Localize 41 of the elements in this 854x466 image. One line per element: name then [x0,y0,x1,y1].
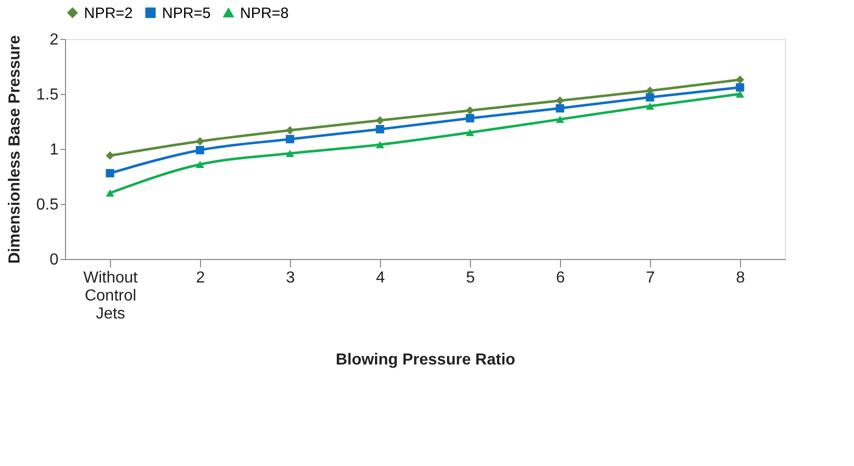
point [286,150,294,158]
y-tick-label: 1.5 [36,86,59,104]
point [106,151,114,160]
y-tick-label: 1 [50,142,59,158]
point [196,137,204,146]
x-tick-label: 7 [646,270,656,286]
x-tick-label: 4 [376,270,386,286]
y-axis-title: Dimensionless Base Pressure [6,35,24,264]
point [376,125,384,134]
legend-label: NPR=5 [162,4,211,22]
point [466,128,474,136]
point [106,189,114,197]
x-axis-title: Blowing Pressure Ratio [336,352,516,368]
y-tick-label: 0 [50,252,59,268]
point [556,104,564,112]
point [736,76,744,84]
point [376,140,384,148]
x-tick-label: 5 [466,270,476,286]
point [286,126,294,134]
point [556,116,564,123]
point [556,96,564,105]
point [196,146,204,154]
legend-label: NPR=2 [84,4,133,22]
legend-label: NPR=8 [240,4,289,22]
x-tick-label: 6 [556,270,566,286]
y-tick-label: 0.5 [36,196,59,214]
y-tick-label: 2 [50,32,59,48]
x-tick-label: 3 [286,270,296,286]
x-tick-label: Without Control Jets [83,270,138,322]
point [736,83,744,92]
point [106,169,114,178]
point [466,114,474,122]
point [286,134,294,144]
x-tick-label: 2 [196,270,206,286]
point [736,90,744,98]
point [466,106,474,115]
x-tick-label: 8 [736,270,746,286]
point [646,102,654,110]
point [196,160,204,168]
point [376,116,384,125]
point [646,93,654,102]
